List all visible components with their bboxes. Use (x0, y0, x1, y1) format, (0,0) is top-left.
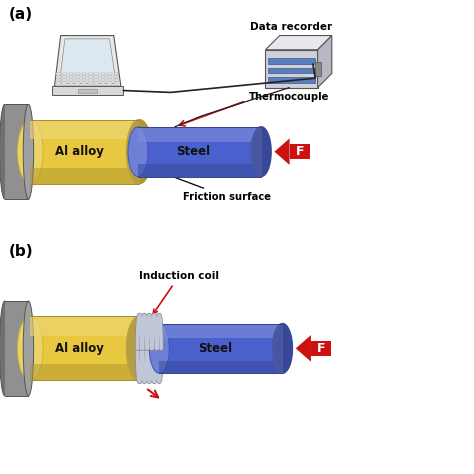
Bar (30, 168, 139, 183)
Text: Steel: Steel (198, 342, 232, 355)
Ellipse shape (23, 104, 34, 199)
Bar (88, 82, 93, 84)
Text: Thermocouple: Thermocouple (248, 92, 329, 102)
Bar (75, 73, 80, 75)
Text: Friction surface: Friction surface (142, 164, 271, 202)
Polygon shape (251, 127, 271, 176)
Bar (114, 82, 118, 84)
Bar (268, 77, 315, 83)
Bar (56, 76, 61, 78)
Ellipse shape (18, 119, 43, 183)
Bar (94, 76, 99, 78)
Bar (69, 79, 73, 82)
Bar (159, 361, 283, 374)
Bar (100, 73, 106, 75)
Bar (268, 68, 315, 73)
Bar (100, 79, 106, 82)
Bar (63, 76, 67, 78)
Bar (100, 76, 106, 78)
Bar (82, 82, 86, 84)
Bar (78, 89, 97, 93)
Polygon shape (273, 324, 283, 373)
Bar (56, 79, 61, 82)
Bar (69, 82, 73, 84)
Bar (88, 73, 93, 75)
Bar (107, 79, 112, 82)
Bar (114, 76, 118, 78)
Polygon shape (127, 120, 152, 183)
Bar (82, 76, 86, 78)
Polygon shape (318, 36, 332, 88)
Bar (268, 58, 315, 64)
Bar (138, 127, 261, 177)
Bar (107, 82, 112, 84)
Text: (b): (b) (9, 244, 33, 259)
Bar (138, 127, 261, 142)
Ellipse shape (128, 127, 148, 176)
Polygon shape (273, 324, 292, 373)
Bar (290, 144, 310, 159)
Bar (107, 76, 112, 78)
Ellipse shape (18, 317, 43, 380)
Text: F: F (296, 145, 304, 158)
Bar (63, 79, 67, 82)
Bar (94, 79, 99, 82)
Bar (75, 79, 80, 82)
Polygon shape (127, 317, 152, 380)
Bar (265, 50, 318, 88)
Bar (56, 73, 61, 75)
Bar (69, 73, 73, 75)
Text: Data recorder: Data recorder (250, 22, 333, 32)
Bar (30, 119, 139, 139)
Bar (82, 79, 86, 82)
Ellipse shape (23, 301, 34, 396)
Ellipse shape (0, 104, 10, 199)
Bar (69, 76, 73, 78)
Polygon shape (274, 138, 290, 165)
Bar (114, 73, 118, 75)
Bar (75, 76, 80, 78)
Bar (114, 79, 118, 82)
Bar (88, 79, 93, 82)
Text: F: F (317, 342, 325, 355)
Bar (56, 82, 61, 84)
Bar (30, 317, 139, 336)
Bar (311, 341, 331, 356)
Polygon shape (296, 335, 311, 362)
Bar (63, 73, 67, 75)
Bar (315, 62, 321, 76)
Bar (75, 82, 80, 84)
Bar (30, 317, 139, 380)
Polygon shape (127, 317, 139, 380)
Ellipse shape (0, 301, 10, 396)
Polygon shape (265, 36, 332, 50)
Bar (94, 73, 99, 75)
Text: Induction coil: Induction coil (139, 271, 219, 314)
Bar (159, 323, 283, 374)
Bar (159, 323, 283, 338)
Bar (138, 164, 261, 177)
Polygon shape (52, 86, 123, 95)
Bar (30, 365, 139, 380)
Bar (5, 104, 28, 199)
Bar (100, 82, 106, 84)
Text: Al alloy: Al alloy (55, 342, 104, 355)
Bar (30, 119, 139, 183)
Text: Steel: Steel (176, 145, 210, 158)
Bar (107, 73, 112, 75)
Bar (5, 301, 28, 396)
Bar (88, 76, 93, 78)
Polygon shape (127, 120, 139, 183)
Polygon shape (251, 127, 261, 176)
Bar (82, 73, 86, 75)
Text: (a): (a) (9, 7, 33, 22)
Polygon shape (59, 39, 116, 83)
Ellipse shape (149, 323, 169, 374)
Bar (63, 82, 67, 84)
Polygon shape (55, 36, 121, 86)
Bar (94, 82, 99, 84)
Text: Al alloy: Al alloy (55, 145, 104, 158)
